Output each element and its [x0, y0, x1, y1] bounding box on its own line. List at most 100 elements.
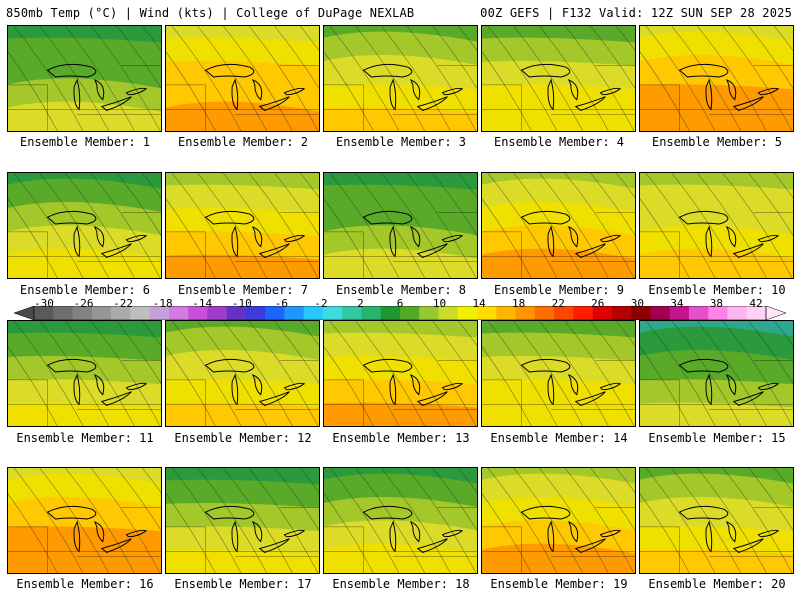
member-label: Ensemble Member: 13 — [332, 431, 470, 445]
height-contour — [197, 26, 267, 131]
state-borders — [324, 212, 477, 278]
member-map-panel[interactable] — [639, 172, 794, 279]
height-contour — [381, 321, 451, 426]
member-label: Ensemble Member: 9 — [493, 283, 625, 297]
temperature-colorbar — [14, 306, 786, 320]
height-contour — [116, 173, 161, 236]
colorbar-swatch — [650, 306, 670, 320]
height-contour — [65, 173, 135, 278]
member-map-panel[interactable] — [323, 25, 478, 132]
member-map-panel[interactable] — [481, 467, 636, 574]
member-label: Ensemble Member: 4 — [493, 135, 625, 149]
colorbar-swatch — [554, 306, 574, 320]
state-borders — [640, 212, 793, 278]
height-contour — [274, 321, 319, 384]
colorbar-swatch — [53, 306, 73, 320]
colorbar-swatch — [91, 306, 112, 320]
state-borders — [640, 65, 793, 131]
height-contour — [487, 468, 558, 573]
colorbar-swatch — [149, 306, 170, 320]
member-label: Ensemble Member: 14 — [490, 431, 628, 445]
colorbar-swatch — [746, 306, 767, 320]
colorbar-swatch — [457, 306, 478, 320]
height-contour — [324, 51, 374, 131]
member-label: Ensemble Member: 7 — [177, 283, 309, 297]
state-borders — [8, 507, 161, 573]
height-contour — [171, 321, 242, 426]
member-label: Ensemble Member: 16 — [16, 577, 154, 591]
member-map-panel[interactable] — [7, 172, 162, 279]
colorbar-tick-label: 6 — [396, 297, 404, 310]
colorbar-max-arrow — [765, 306, 786, 320]
height-contour — [697, 173, 767, 278]
temperature-shading — [8, 254, 161, 278]
colorbar-tick-label: -26 — [73, 297, 94, 310]
colorbar-swatch — [188, 306, 208, 320]
height-contour — [90, 26, 161, 131]
colorbar-tick-label: 14 — [472, 297, 486, 310]
height-contour — [90, 321, 161, 426]
member-map-panel[interactable] — [323, 320, 478, 427]
height-contour — [748, 173, 793, 236]
height-contour — [564, 26, 635, 131]
height-contour — [616, 173, 635, 198]
height-contour — [645, 173, 716, 278]
height-contour — [640, 346, 690, 426]
colorbar-swatch — [534, 306, 555, 320]
colorbar-swatch — [207, 306, 227, 320]
height-contour — [640, 493, 690, 573]
member-map-panel[interactable] — [7, 25, 162, 132]
height-contour — [645, 26, 716, 131]
state-borders — [482, 360, 635, 426]
colorbar-frame — [33, 306, 767, 320]
colorbar-tick-label: -14 — [192, 297, 213, 310]
colorbar-tick-label: -22 — [113, 297, 134, 310]
temperature-shading — [482, 254, 635, 278]
height-contour — [324, 198, 374, 278]
height-contour — [8, 346, 58, 426]
temperature-shading — [482, 402, 635, 426]
member-map-panel[interactable] — [639, 25, 794, 132]
state-borders — [640, 507, 793, 573]
colorbar-tick-label: 10 — [432, 297, 447, 310]
member-map-panel[interactable] — [323, 467, 478, 574]
temperature-shading — [324, 549, 477, 573]
height-contour — [223, 173, 293, 278]
height-contour — [513, 468, 583, 573]
member-map-panel[interactable] — [639, 320, 794, 427]
height-contour — [39, 26, 109, 131]
height-contour — [355, 26, 425, 131]
member-map-panel[interactable] — [7, 467, 162, 574]
member-map-panel[interactable] — [165, 25, 320, 132]
member-map-panel[interactable] — [165, 467, 320, 574]
member-map-panel[interactable] — [481, 172, 636, 279]
member-map-panel[interactable] — [7, 320, 162, 427]
temperature-shading — [640, 107, 793, 131]
member-label: Ensemble Member: 1 — [19, 135, 151, 149]
colorbar-swatch — [168, 306, 189, 320]
temperature-shading — [8, 402, 161, 426]
member-map-panel[interactable] — [639, 467, 794, 574]
height-contour — [458, 173, 477, 198]
colorbar-tick-label: -30 — [34, 297, 54, 310]
height-contour — [722, 173, 793, 278]
state-borders — [8, 360, 161, 426]
height-contour — [590, 468, 635, 531]
height-contour — [671, 26, 741, 131]
member-map-panel[interactable] — [323, 172, 478, 279]
member-map-panel[interactable] — [481, 320, 636, 427]
temperature-shading — [482, 107, 635, 131]
member-map-panel[interactable] — [481, 25, 636, 132]
height-contour — [8, 198, 58, 278]
colorbar-tick-label: 26 — [591, 297, 605, 310]
member-label: Ensemble Member: 18 — [332, 577, 470, 591]
colorbar-tick-label: -10 — [231, 297, 252, 310]
height-contour — [274, 173, 319, 236]
member-map-panel[interactable] — [165, 320, 320, 427]
height-contour — [406, 321, 477, 426]
member-map-panel[interactable] — [165, 172, 320, 279]
colorbar-swatch — [72, 306, 93, 320]
height-contour — [774, 173, 793, 198]
state-borders — [166, 212, 319, 278]
colorbar-swatch — [419, 306, 439, 320]
